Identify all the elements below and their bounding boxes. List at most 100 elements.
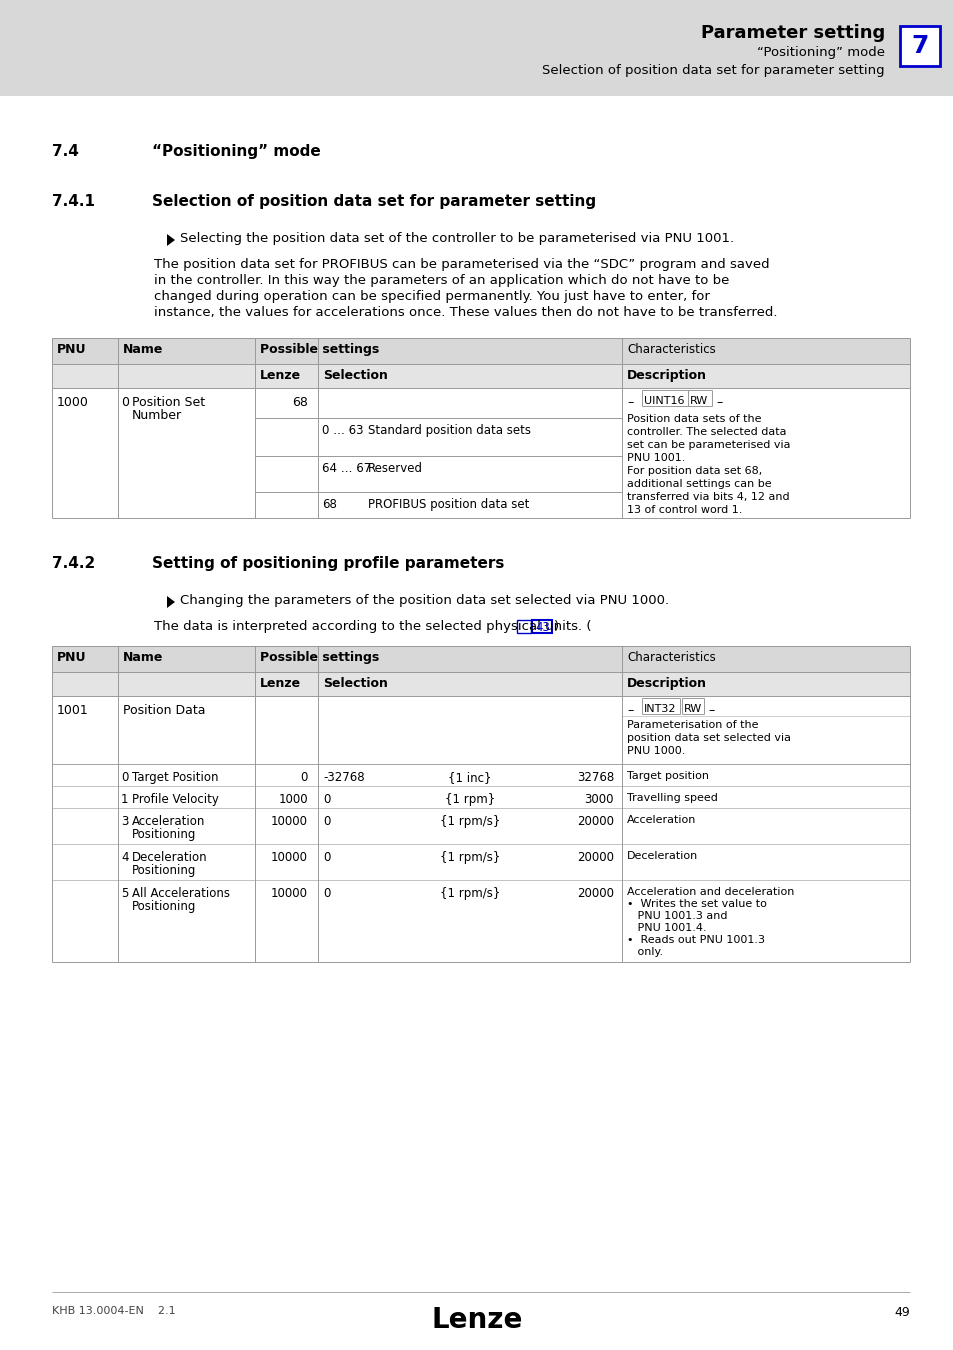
Text: Standard position data sets: Standard position data sets [368,424,531,437]
Text: 0: 0 [121,396,129,409]
Text: 1001: 1001 [57,703,89,717]
Text: instance, the values for accelerations once. These values then do not have to be: instance, the values for accelerations o… [153,306,777,319]
Text: PNU 1001.3 and: PNU 1001.3 and [626,911,727,921]
Text: Position Set: Position Set [132,396,205,409]
Text: 32768: 32768 [577,771,614,784]
Text: {1 inc}: {1 inc} [448,771,491,784]
Text: {1 rpm/s}: {1 rpm/s} [439,887,499,900]
Text: Acceleration and deceleration: Acceleration and deceleration [626,887,794,896]
Text: Description: Description [626,369,706,382]
Text: Name: Name [123,343,163,356]
Bar [52,387,909,518]
Text: Target position: Target position [626,771,708,782]
Text: 13 of control word 1.: 13 of control word 1. [626,505,741,514]
Text: Positioning: Positioning [132,828,196,841]
Text: The data is interpreted according to the selected physical units. (: The data is interpreted according to the… [153,620,591,633]
Text: Acceleration: Acceleration [626,815,696,825]
Text: 64 … 67: 64 … 67 [322,462,371,475]
Text: Possible settings: Possible settings [260,343,379,356]
Text: 4: 4 [121,850,129,864]
Text: 7.4: 7.4 [52,144,79,159]
Text: 0: 0 [121,771,129,784]
Text: in the controller. In this way the parameters of an application which do not hav: in the controller. In this way the param… [153,274,729,288]
Text: All Accelerations: All Accelerations [132,887,230,900]
Text: Setting of positioning profile parameters: Setting of positioning profile parameter… [152,556,504,571]
Bar [52,647,909,672]
Text: Possible settings: Possible settings [260,651,379,664]
Text: PNU 1001.4.: PNU 1001.4. [626,923,706,933]
Text: The position data set for PROFIBUS can be parameterised via the “SDC” program an: The position data set for PROFIBUS can b… [153,258,769,271]
Bar [532,620,552,633]
Bar [52,672,909,697]
Text: Selecting the position data set of the controller to be parameterised via PNU 10: Selecting the position data set of the c… [180,232,734,244]
Text: 0: 0 [323,850,330,864]
Text: For position data set 68,: For position data set 68, [626,466,761,477]
Text: “Positioning” mode: “Positioning” mode [757,46,884,59]
Bar [52,764,909,786]
Text: 10000: 10000 [271,850,308,864]
Text: {1 rpm/s}: {1 rpm/s} [439,815,499,828]
Text: •  Writes the set value to: • Writes the set value to [626,899,766,909]
Text: ): ) [554,620,558,633]
Polygon shape [167,595,174,608]
Bar [52,844,909,880]
Text: Number: Number [132,409,182,423]
Text: Parameter setting: Parameter setting [700,24,884,42]
Text: Position Data: Position Data [123,703,205,717]
Text: 3: 3 [121,815,129,828]
Text: Target Position: Target Position [132,771,218,784]
Text: 5: 5 [121,887,129,900]
Text: 0: 0 [323,792,330,806]
Bar [899,26,939,66]
Text: Selection of position data set for parameter setting: Selection of position data set for param… [152,194,596,209]
Text: Changing the parameters of the position data set selected via PNU 1000.: Changing the parameters of the position … [180,594,668,608]
Text: “Positioning” mode: “Positioning” mode [152,144,320,159]
Text: transferred via bits 4, 12 and: transferred via bits 4, 12 and [626,491,789,502]
Bar [52,697,909,764]
Text: position data set selected via: position data set selected via [626,733,790,743]
Polygon shape [167,234,174,246]
Text: 10000: 10000 [271,887,308,900]
Text: 1000: 1000 [57,396,89,409]
Text: UINT16: UINT16 [643,396,684,406]
Text: additional settings can be: additional settings can be [626,479,771,489]
Text: 7.4.1: 7.4.1 [52,194,95,209]
Bar [52,338,909,364]
Text: PNU: PNU [57,651,87,664]
Text: Positioning: Positioning [132,864,196,878]
Text: PNU 1000.: PNU 1000. [626,747,684,756]
Text: 7: 7 [910,34,927,58]
Text: controller. The selected data: controller. The selected data [626,427,785,437]
Text: 68: 68 [292,396,308,409]
Text: Name: Name [123,651,163,664]
Text: Reserved: Reserved [368,462,422,475]
Text: PROFIBUS position data set: PROFIBUS position data set [368,498,529,512]
Text: •  Reads out PNU 1001.3: • Reads out PNU 1001.3 [626,936,764,945]
Text: Characteristics: Characteristics [626,651,715,664]
Text: KHB 13.0004-EN    2.1: KHB 13.0004-EN 2.1 [52,1305,175,1316]
Text: PNU: PNU [57,343,87,356]
Bar [52,809,909,844]
Text: INT32: INT32 [643,703,676,714]
Text: set can be parameterised via: set can be parameterised via [626,440,790,450]
Bar [52,880,909,963]
Text: 0: 0 [300,771,308,784]
Text: RW: RW [689,396,707,406]
Text: 49: 49 [893,1305,909,1319]
Text: Profile Velocity: Profile Velocity [132,792,218,806]
Text: Acceleration: Acceleration [132,815,205,828]
Text: 0 … 63: 0 … 63 [322,424,363,437]
Text: –: – [707,703,714,717]
Text: only.: only. [626,946,662,957]
Text: -32768: -32768 [323,771,364,784]
Bar [52,786,909,809]
Text: Positioning: Positioning [132,900,196,913]
Text: –: – [626,703,633,717]
Bar [0,0,953,96]
Text: Travelling speed: Travelling speed [626,792,717,803]
Bar [517,620,531,633]
Text: Characteristics: Characteristics [626,343,715,356]
Text: Lenze: Lenze [260,369,301,382]
Text: 43: 43 [535,621,550,634]
Text: 20000: 20000 [577,850,614,864]
